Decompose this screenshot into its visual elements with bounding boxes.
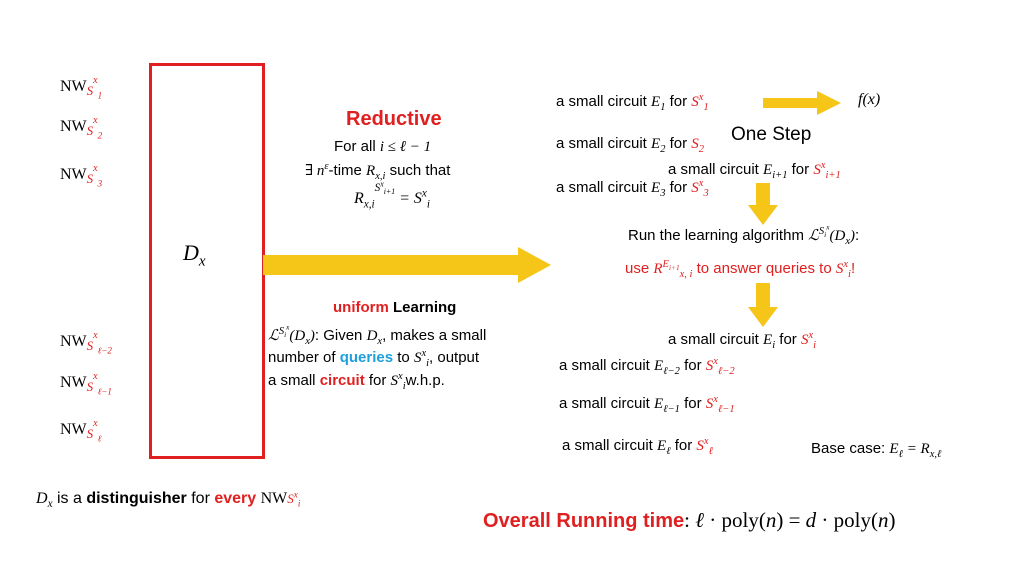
arrow-down-2 <box>748 283 778 327</box>
circuit-el-1: a small circuit Eℓ−1 for Sxℓ−1 <box>559 394 735 415</box>
distinguisher-note: Dx is a distinguisher for every NWSxi <box>36 489 301 511</box>
reductive-line1: For all i ≤ ℓ − 1 <box>334 138 432 155</box>
overall-running-time: Overall Running time: ℓ · poly(n) = d · … <box>483 508 896 532</box>
circuit-ei1: a small circuit Ei+1 for Sxi+1 <box>668 160 841 181</box>
circuit-ei: a small circuit Ei for Sxi <box>668 330 817 351</box>
dx-label: Dx <box>183 240 206 270</box>
circuit-e3: a small circuit E3 for Sx3 <box>556 178 709 199</box>
learning-title: uniform Learning <box>333 299 457 316</box>
fx-label: f(x) <box>858 91 881 108</box>
learning-line2: number of queries to Sxi, output <box>268 348 480 369</box>
arrow-down-1 <box>748 183 778 225</box>
distinguisher-box <box>149 63 265 459</box>
reductive-line2: ∃ nε-time Rx,i such that <box>305 161 451 182</box>
arrow-to-fx <box>763 91 841 115</box>
nw-sl-1: NWSxℓ−1 <box>60 370 112 397</box>
use-rx: use REi+1x, i to answer queries to Sxi! <box>625 259 856 280</box>
learning-line3: a small circuit for Sxiw.h.p. <box>268 371 445 392</box>
circuit-el: a small circuit Eℓ for Sxℓ <box>562 436 713 457</box>
reductive-title: Reductive <box>346 108 442 130</box>
learning-line1: ℒSix(Dx): Given Dx, makes a small <box>268 322 487 347</box>
circuit-e2: a small circuit E2 for S2 <box>556 135 705 155</box>
run-learning: Run the learning algorithm ℒSix(Dx): <box>628 222 860 247</box>
one-step-label: One Step <box>731 124 812 145</box>
nw-sl-2: NWSxℓ−2 <box>60 329 112 356</box>
nw-s3: NWSx3 <box>60 162 103 189</box>
reductive-line3: Rx,iSxi+1 = Sxi <box>354 179 430 211</box>
circuit-e1: a small circuit E1 for Sx1 <box>556 92 709 113</box>
nw-s1: NWSx1 <box>60 74 103 101</box>
main-arrow <box>263 247 551 283</box>
circuit-el-2: a small circuit Eℓ−2 for Sxℓ−2 <box>559 356 735 377</box>
nw-s2: NWSx2 <box>60 114 103 141</box>
base-case: Base case: Eℓ = Rx,ℓ <box>811 440 942 460</box>
nw-sl: NWSxℓ <box>60 417 102 444</box>
